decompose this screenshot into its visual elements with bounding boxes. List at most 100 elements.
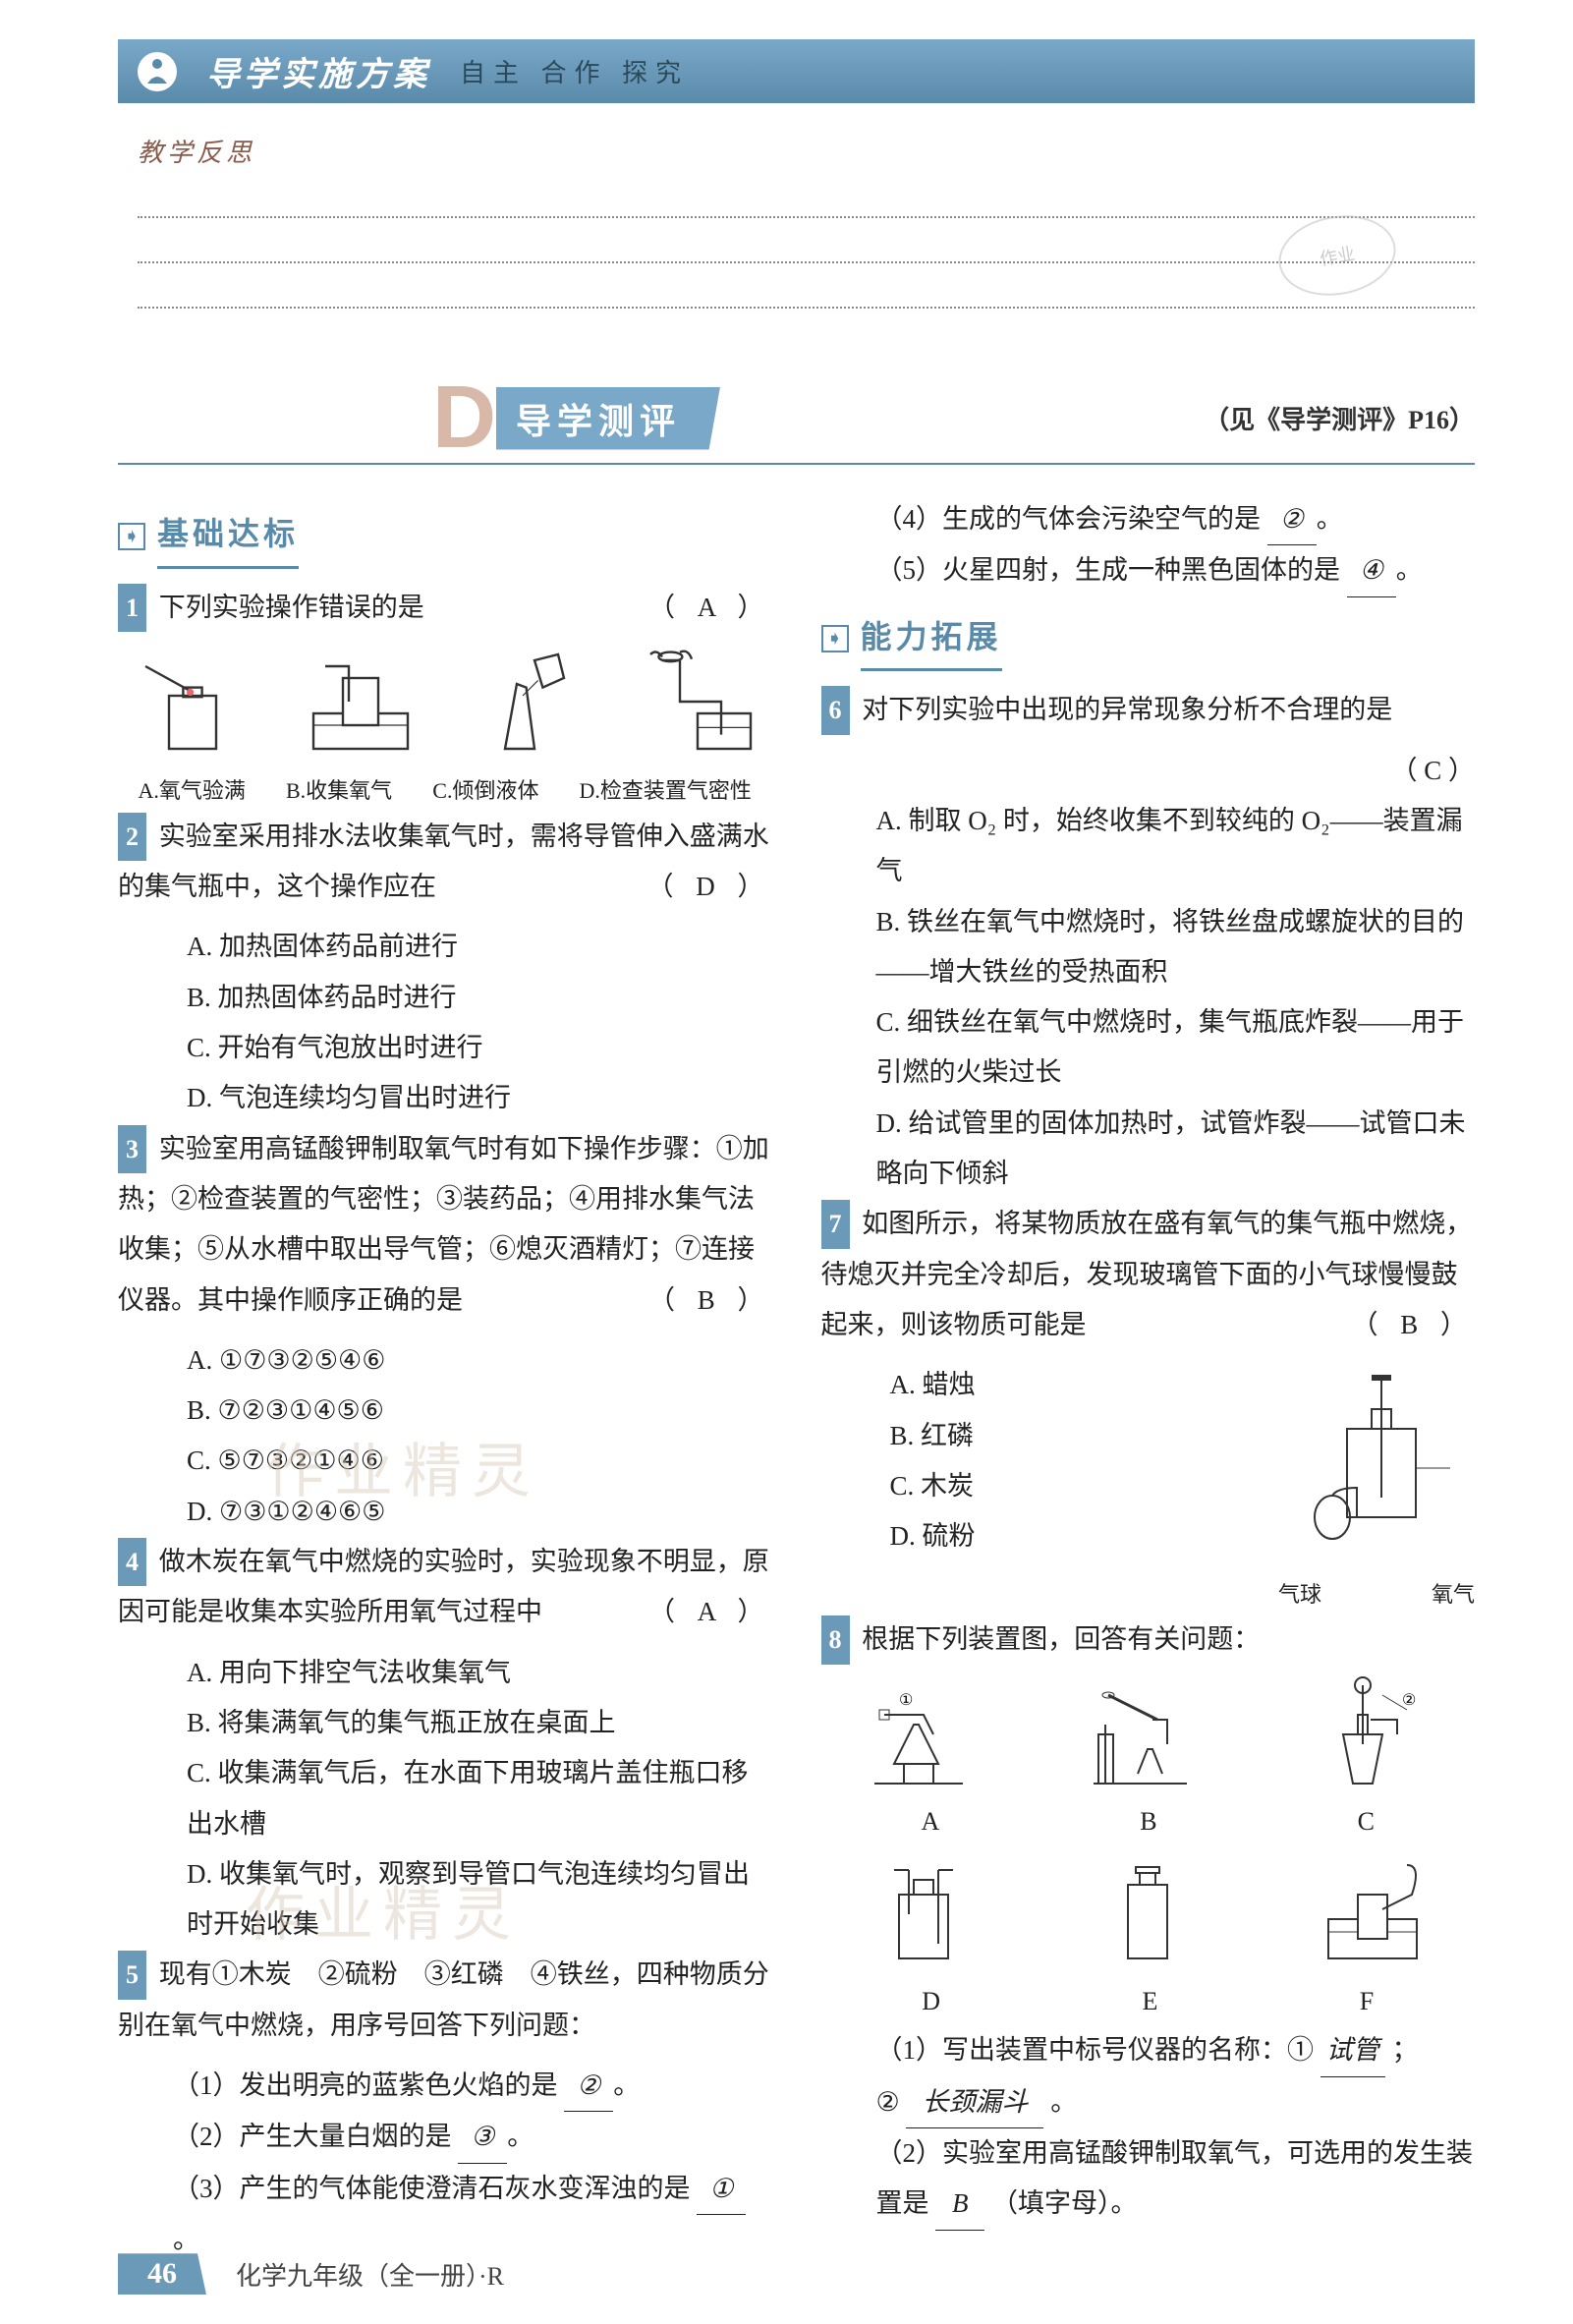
q6-answer-paren: （ C ）: [821, 746, 1476, 796]
label-d: D: [922, 1977, 940, 2025]
question-3: 3 实验室用高锰酸钾制取氧气时有如下操作步骤：①加热；②检查装置的气密性；③装药…: [118, 1124, 772, 1326]
q8-p2: （2）实验室用高锰酸钾制取氧气，可选用的发生装置是 B （填字母）。: [821, 2128, 1476, 2231]
apparatus-d-icon: [865, 1855, 983, 1973]
q5-p2-text: （2）产生大量白烟的是: [173, 2122, 452, 2151]
q8-app-b: [1089, 1675, 1207, 1793]
section-d-title: 导学测评: [496, 387, 720, 450]
q1-opt-a: [134, 643, 252, 761]
q5-p5-text: （5）火星四射，生成一种黑色固体的是: [876, 555, 1341, 585]
q1-opt-c: [470, 643, 588, 761]
label-e: E: [1142, 1977, 1157, 2025]
q8-p2b: （填字母）。: [991, 2188, 1138, 2218]
q8-p1c: ② 长颈漏斗 。: [821, 2077, 1476, 2128]
q8-stem: 根据下列装置图，回答有关问题：: [862, 1624, 1260, 1654]
q2-opt-a: A. 加热固体药品前进行: [118, 922, 772, 972]
q7-answer: B: [1400, 1310, 1426, 1339]
q5-p4: （4）生成的气体会污染空气的是 ②。: [821, 494, 1476, 545]
q3-opt-d: D. ⑦③①②④⑥⑤: [118, 1487, 772, 1537]
apparatus-c-icon: ②: [1314, 1675, 1432, 1793]
q5-a2: ③: [458, 2112, 507, 2163]
qnum: 7: [821, 1200, 850, 1248]
section-ability-title: 能力拓展: [861, 607, 1002, 672]
q4-opt-d: D. 收集氧气时，观察到导管口气泡连续均匀冒出时开始收集: [118, 1849, 772, 1951]
q5-p1-text: （1）发出明亮的蓝紫色火焰的是: [173, 2070, 558, 2100]
qnum: 2: [118, 813, 146, 861]
page-number: 46: [118, 2253, 206, 2295]
question-1: 1 下列实验操作错误的是 （ A ）: [118, 583, 772, 633]
qnum: 5: [118, 1951, 146, 1999]
q4-answer: A: [698, 1597, 723, 1626]
q4-opt-a: A. 用向下排空气法收集氧气: [118, 1648, 772, 1698]
flask-balloon-icon: [1278, 1360, 1475, 1557]
qnum: 6: [821, 686, 850, 734]
q6-text: 对下列实验中出现的异常现象分析不合理的是: [862, 695, 1392, 724]
content-columns: ➧ 基础达标 1 下列实验操作错误的是 （ A ）: [118, 494, 1475, 2265]
q3-answer-paren: （ B ）: [648, 1275, 772, 1326]
section-d-header: D 导学测评 （见《导学测评》P16）: [118, 368, 1475, 469]
q7-diagram: 气球 氧气: [1278, 1360, 1475, 1615]
question-5: 5 现有①木炭 ②硫粉 ③红磷 ④铁丝，四种物质分别在氧气中燃烧，用序号回答下列…: [118, 1950, 772, 2051]
q6-answer: C: [1424, 756, 1441, 785]
banner-subtitle: 自主 合作 探究: [460, 53, 689, 89]
q1-diagram-row: [118, 643, 772, 761]
q8-app-a: ①: [865, 1675, 983, 1793]
apparatus-a-icon: ①: [865, 1675, 983, 1793]
q8-labels-row1: A B C: [821, 1797, 1476, 1845]
q1-opt-b: [302, 643, 420, 761]
q5-p3: （3）产生的气体能使澄清石灰水变浑浊的是 ①。: [118, 2164, 772, 2266]
svg-text:②: ②: [1402, 1692, 1416, 1709]
q8-a1b: 长颈漏斗: [906, 2077, 1043, 2128]
q5-p3-text: （3）产生的气体能使澄清石灰水变浑浊的是: [173, 2174, 691, 2203]
q2-opt-b: B. 加热固体药品时进行: [118, 973, 772, 1023]
q5-stem: 现有①木炭 ②硫粉 ③红磷 ④铁丝，四种物质分别在氧气中燃烧，用序号回答下列问题…: [118, 1959, 769, 2039]
q8-app-f: [1314, 1855, 1432, 1973]
q8-row2: [821, 1855, 1476, 1973]
question-2: 2 实验室采用排水法收集氧气时，需将导管伸入盛满水的集气瓶中，这个操作应在 （ …: [118, 812, 772, 913]
label-c: C: [1358, 1797, 1375, 1845]
qnum: 1: [118, 584, 146, 632]
q3-opt-c: C. ⑤⑦③②①④⑥: [118, 1436, 772, 1486]
q5-a5: ④: [1347, 545, 1396, 596]
question-6: 6 对下列实验中出现的异常现象分析不合理的是: [821, 685, 1476, 735]
q1-cap-b: B.收集氧气: [286, 770, 392, 812]
q6-opt-c: C. 细铁丝在氧气中燃烧时，集气瓶底炸裂——用于引燃的火柴过长: [821, 997, 1476, 1099]
q7-oxygen-label: 氧气: [1432, 1574, 1475, 1615]
apparatus-b-icon: [1089, 1675, 1207, 1793]
qnum: 3: [118, 1125, 146, 1173]
q4-opt-b: B. 将集满氧气的集气瓶正放在桌面上: [118, 1698, 772, 1748]
footer-bar: 46 化学九年级（全一册）·R: [118, 2253, 1455, 2295]
section-ability-header: ➧ 能力拓展: [821, 607, 1476, 672]
top-banner: 导学实施方案 自主 合作 探究: [118, 39, 1475, 103]
footer: 46 化学九年级（全一册）·R: [0, 2253, 1573, 2295]
collect-gas-icon: [302, 643, 420, 761]
q6-opt-d: D. 给试管里的固体加热时，试管炸裂——试管口未略向下倾斜: [821, 1099, 1476, 1200]
q1-cap-a: A.氧气验满: [139, 770, 246, 812]
q7-answer-paren: （ B ）: [1351, 1300, 1475, 1350]
q5-p4-text: （4）生成的气体会污染空气的是: [876, 504, 1262, 534]
q8-row1: ① ②: [821, 1675, 1476, 1793]
q2-opt-c: C. 开始有气泡放出时进行: [118, 1023, 772, 1073]
q1-text: 下列实验操作错误的是: [159, 593, 424, 622]
question-4: 4 做木炭在氧气中燃烧的实验时，实验现象不明显，原因可能是收集本实验所用氧气过程…: [118, 1537, 772, 1638]
q5-a1: ②: [564, 2061, 613, 2112]
q1-answer: A: [698, 593, 723, 622]
left-column: ➧ 基础达标 1 下列实验操作错误的是 （ A ）: [118, 494, 772, 2265]
q8-a1: 试管: [1320, 2025, 1385, 2076]
q8-p1c-text: ②: [876, 2087, 900, 2117]
q5-p5: （5）火星四射，生成一种黑色固体的是 ④。: [821, 545, 1476, 596]
q6-opt-a: A. 制取 O₂ 时，始终收集不到较纯的 O₂——装置漏气: [821, 796, 1476, 897]
q2-opt-d: D. 气泡连续均匀冒出时进行: [118, 1073, 772, 1123]
banner-title: 导学实施方案: [206, 47, 430, 95]
q5-a3: ①: [697, 2164, 746, 2215]
label-f: F: [1360, 1977, 1374, 2025]
qnum: 8: [821, 1615, 850, 1664]
footer-text: 化学九年级（全一册）·R: [236, 2256, 504, 2293]
question-8: 8 根据下列装置图，回答有关问题：: [821, 1615, 1476, 1665]
q1-answer-paren: （ A ）: [648, 583, 772, 633]
q5-a4: ②: [1267, 494, 1317, 545]
q8-labels-row2: D E F: [821, 1977, 1476, 2025]
banner-logo-icon: [138, 52, 177, 91]
arrow-icon: ➧: [821, 625, 849, 652]
q2-answer: D: [696, 872, 723, 901]
q1-cap-d: D.检查装置气密性: [580, 770, 752, 812]
